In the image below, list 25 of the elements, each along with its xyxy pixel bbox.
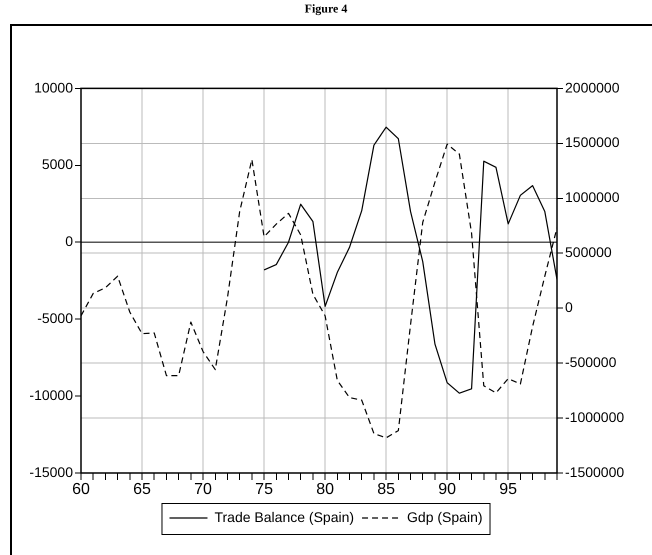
y2-tick-label: 1000000: [565, 189, 620, 206]
x-tick-label: 90: [438, 481, 456, 498]
y2-tick-label: -1500000: [565, 464, 624, 480]
y-tick-label: -15000: [29, 464, 74, 480]
y2-tick-label: 1500000: [565, 134, 620, 150]
legend-label: Trade Balance (Spain): [214, 508, 354, 525]
y2-tick-label: -500000: [565, 354, 617, 370]
x-tick-label: 80: [316, 481, 334, 498]
x-tick-label: 70: [194, 481, 212, 498]
x-tick-label: 85: [377, 481, 396, 498]
y-tick-label: 5000: [42, 156, 74, 172]
y2-tick-label: 0: [565, 299, 573, 316]
y2-tick-label: 500000: [565, 244, 612, 260]
y-tick-label: 10000: [34, 79, 74, 96]
chart-title: Figure 4: [304, 1, 348, 16]
x-tick-label: 95: [499, 481, 518, 498]
y-tick-label: -5000: [37, 310, 74, 326]
y2-tick-label: 2000000: [565, 79, 620, 96]
x-tick-label: 60: [72, 481, 90, 498]
x-tick-label: 65: [133, 481, 152, 498]
y-tick-label: -10000: [29, 386, 74, 403]
y-tick-label: 0: [65, 233, 74, 250]
x-tick-label: 75: [255, 481, 274, 498]
y2-tick-label: -1000000: [565, 408, 624, 425]
legend-label: Gdp (Spain): [407, 508, 483, 525]
